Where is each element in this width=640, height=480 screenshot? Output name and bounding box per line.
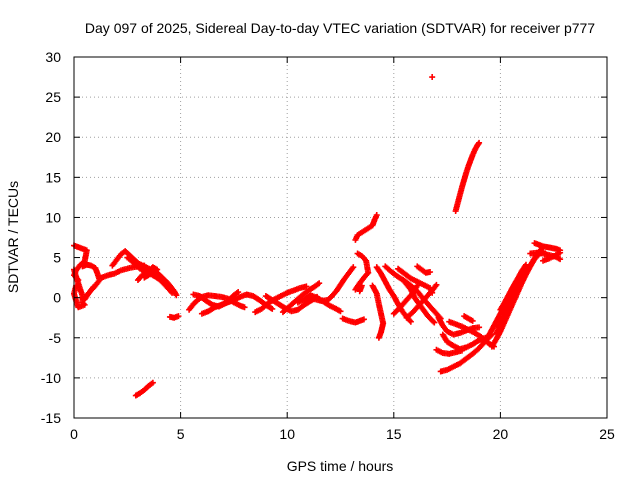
data-point [557,256,564,263]
data-point [414,282,421,289]
data-point [149,379,156,386]
x-tick-label: 15 [386,426,402,442]
data-point [175,313,182,320]
series-seg-late-h [414,263,434,276]
series-seg-dip-f [461,313,476,324]
data-point [241,304,248,311]
series-seg-small [166,313,182,321]
series-seg-dip-d [433,346,466,357]
data-point [557,249,564,256]
series-seg-mid-i [339,315,367,326]
data-point [518,270,525,277]
x-tick-label: 10 [279,426,295,442]
y-tick-label: 10 [45,209,61,225]
series-seg-mid-a [186,292,248,313]
y-tick-label: -15 [41,410,61,426]
data-point [337,308,344,315]
x-tick-label: 25 [599,426,615,442]
data-point [433,281,440,288]
data-point [173,292,180,299]
data-point [316,280,323,287]
axis-ticks: 0 5 10 15 20 25 -15 -10 -5 0 5 10 15 20 25 30 [41,49,615,442]
data-point [429,74,436,81]
series-seg-late-a [369,282,387,341]
y-tick-label: 30 [45,49,61,65]
data-point [350,264,357,271]
data-point [522,261,529,268]
x-tick-label: 20 [493,426,509,442]
data-point [459,347,466,354]
data-point [476,324,483,331]
data-point [235,289,242,296]
data-point [407,318,414,325]
series-seg-early-c [79,261,103,303]
series-seg-climb-f [527,249,564,263]
data-point [141,274,148,281]
data-point [169,289,176,296]
data-points [71,74,564,399]
series-seg-climb-g [540,249,564,264]
data-point [375,334,382,341]
y-tick-label: 20 [45,129,61,145]
x-axis-label: GPS time / hours [287,458,394,474]
series-seg-steep [452,139,483,215]
data-point [269,305,276,312]
x-tick-label: 5 [177,426,185,442]
data-point [354,250,361,257]
y-axis-label: SDTVAR / TECUs [5,181,21,293]
y-tick-label: 5 [53,250,61,266]
series-seg-early-b [71,266,88,311]
data-point [431,319,438,326]
series-seg-mid-h [305,264,357,304]
series-seg-late-g [390,282,421,317]
y-tick-label: 0 [53,290,61,306]
y-tick-label: 15 [45,169,61,185]
series-seg-outlier [429,74,436,81]
series-seg-rise-b [352,212,380,243]
series-seg-climb-e [531,240,564,254]
series-seg-late-f [403,281,440,321]
grid-lines [74,57,607,418]
plot-frame [73,56,608,419]
x-tick-label: 0 [70,426,78,442]
data-point [469,317,476,324]
series-seg-rise-c [356,282,365,295]
data-point [90,284,97,291]
data-point [303,283,310,290]
y-tick-label: -10 [41,370,61,386]
data-point [360,316,367,323]
chart-title: Day 097 of 2025, Sidereal Day-to-day VTE… [85,20,595,36]
y-tick-label: -5 [49,330,62,346]
series-seg-low-early [132,379,156,399]
data-point [476,139,483,146]
data-point [356,288,363,295]
series-seg-climb-d [497,270,525,313]
data-point [373,212,380,219]
y-tick-label: 25 [45,89,61,105]
data-point [430,318,437,325]
data-point [427,268,434,275]
series-seg-hump-c [134,264,161,284]
